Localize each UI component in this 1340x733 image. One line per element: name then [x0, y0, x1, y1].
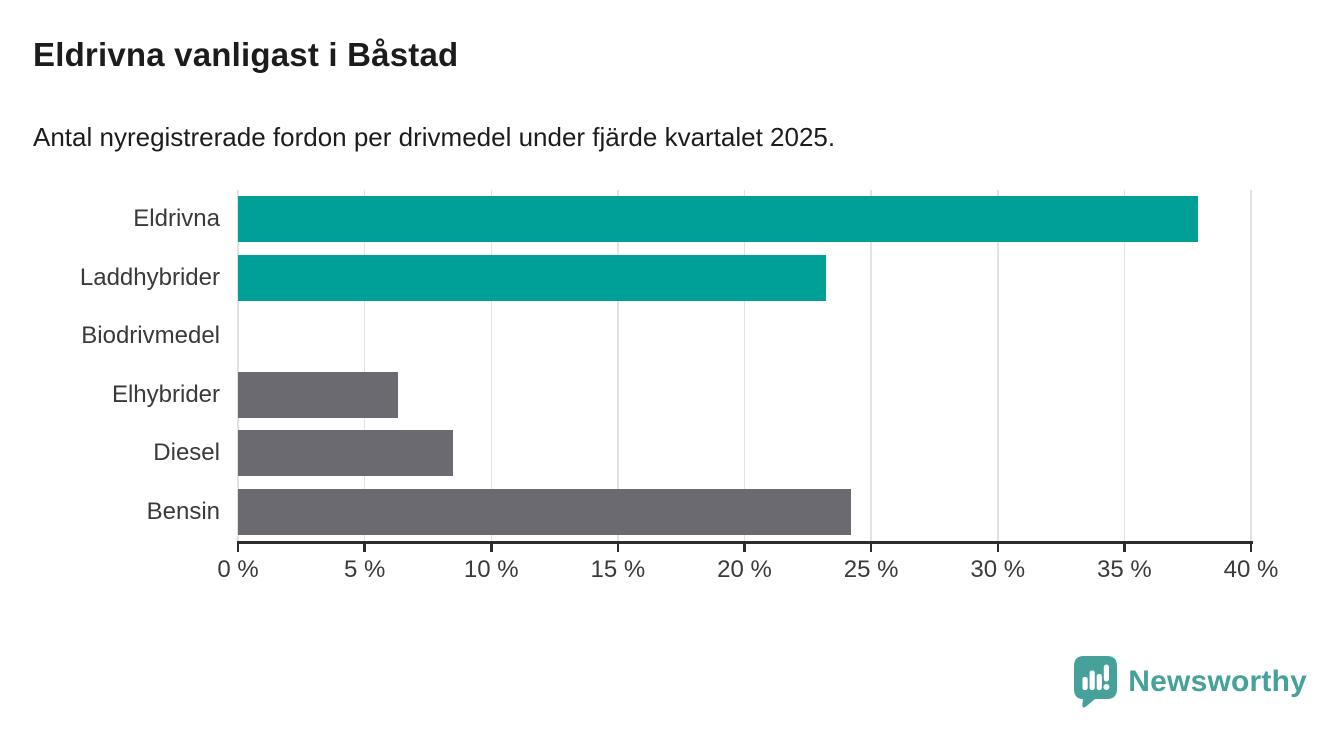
bar-diesel: [238, 430, 454, 477]
bar-bensin: [238, 488, 851, 535]
category-label: Bensin: [146, 497, 220, 525]
category-label: Laddhybrider: [79, 263, 220, 291]
x-axis-tick-label: 40 %: [1223, 556, 1279, 583]
bar-laddhybrider: [238, 254, 826, 301]
x-axis-tick-label: 30 %: [970, 556, 1026, 583]
x-axis-line: [237, 541, 1253, 544]
gridline: [743, 190, 746, 541]
x-axis-tick-label: 0 %: [217, 556, 259, 583]
gridline: [617, 190, 619, 541]
chart-title: Eldrivna vanligast i Båstad: [33, 36, 459, 73]
category-label: Elhybrider: [111, 380, 220, 408]
gridline: [1123, 190, 1126, 541]
bar-chart: Eldrivna Laddhybrider Biodrivmedel Elhybrid…: [79, 190, 1279, 583]
gridline: [997, 190, 999, 541]
x-axis-tick: [996, 543, 999, 552]
newsworthy-logo-icon: [1074, 656, 1118, 708]
x-axis-tick-label: 20 %: [717, 556, 772, 583]
bar-elhybrider: [238, 371, 398, 418]
x-axis-tick: [1123, 543, 1126, 552]
x-axis-tick: [743, 543, 746, 552]
chart-subtitle: Antal nyregistrerade fordon per drivmede…: [33, 122, 836, 152]
gridline: [490, 190, 492, 541]
category-label: Biodrivmedel: [81, 322, 220, 350]
x-axis-tick-label: 5 %: [343, 556, 386, 583]
x-axis-tick-label: 10 %: [463, 556, 519, 583]
bar-eldrivna: [238, 196, 1198, 243]
gridline: [870, 190, 872, 541]
x-axis-tick: [1249, 543, 1253, 552]
x-axis-tick: [616, 543, 620, 552]
gridline: [1250, 190, 1252, 541]
newsworthy-logo-text: Newsworthy: [1128, 665, 1307, 698]
x-axis-tick: [236, 543, 240, 552]
x-axis-tick: [490, 543, 493, 552]
footer-branding: Newsworthy: [1073, 656, 1307, 708]
x-axis-tick: [363, 543, 366, 552]
gridline: [237, 190, 239, 541]
x-axis-tick-label: 25 %: [843, 556, 899, 583]
gridline: [363, 190, 366, 541]
x-axis-tick-label: 35 %: [1097, 556, 1152, 583]
x-axis-tick: [869, 543, 873, 552]
x-axis-tick-label: 15 %: [590, 556, 646, 583]
plot-area: [237, 190, 1252, 541]
category-label: Diesel: [153, 439, 220, 467]
category-label: Eldrivna: [133, 205, 220, 233]
